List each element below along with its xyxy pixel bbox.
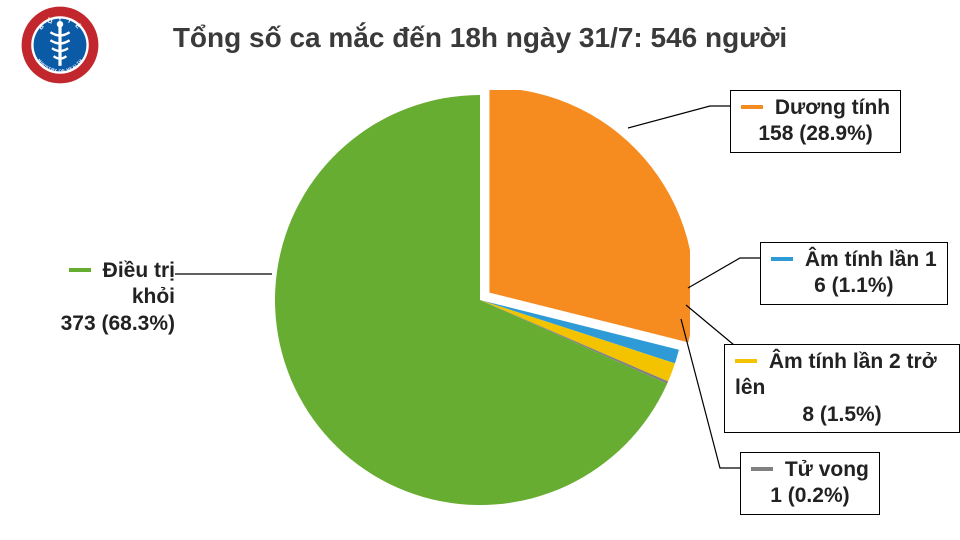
legend-mark-am-tinh-1 (771, 257, 793, 261)
legend-mark-tu-vong (751, 467, 773, 471)
label-dieu-tri: Điều trị khỏi 373 (68.3%) (30, 258, 175, 337)
chart-area: Dương tính 158 (28.9%) Âm tính lần 1 6 (… (0, 70, 960, 540)
label-tu-vong: Tử vong 1 (0.2%) (740, 452, 880, 515)
label-duong-tinh: Dương tính 158 (28.9%) (730, 90, 901, 153)
legend-mark-am-tinh-2 (735, 359, 757, 363)
label-am-tinh-1: Âm tính lần 1 6 (1.1%) (760, 242, 948, 305)
legend-mark-dieu-tri (69, 268, 91, 272)
label-am-tinh-2: Âm tính lần 2 trở lên 8 (1.5%) (724, 344, 960, 433)
legend-mark-duong-tinh (741, 105, 763, 109)
chart-title: Tổng số ca mắc đến 18h ngày 31/7: 546 ng… (0, 22, 960, 54)
